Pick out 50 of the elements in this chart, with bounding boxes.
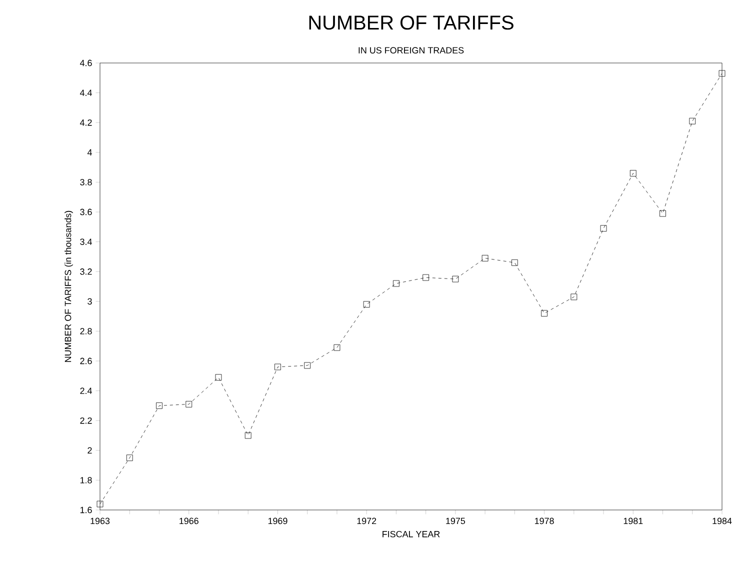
x-axis-title: FISCAL YEAR: [382, 530, 440, 538]
x-tick-label: 1978: [535, 518, 554, 524]
y-tick-label: 3.4: [80, 238, 92, 245]
point: [482, 254, 488, 262]
x-tick-label: 1966: [180, 518, 198, 524]
point: [689, 118, 696, 124]
point: [718, 70, 726, 77]
x-tick-label: 1969: [268, 518, 288, 524]
y-tick-label: 2.8: [80, 328, 92, 334]
point: [274, 364, 281, 370]
point: [541, 310, 548, 316]
y-tick-label: 4.4: [80, 90, 92, 96]
point: [511, 259, 518, 266]
point: [600, 225, 607, 232]
y-tick-label: 3: [88, 298, 92, 305]
y-tick-label: 2.6: [80, 358, 92, 364]
y-tick-label: 2: [88, 447, 92, 454]
chart-subtitle: IN US FOREIGN TRADES: [358, 47, 464, 54]
y-tick-label: 4: [87, 149, 92, 156]
y-tick-label: 1.6: [80, 506, 92, 514]
point: [126, 454, 133, 462]
chart-title: NUMBER OF TARIFFS: [309, 16, 514, 30]
point: [96, 500, 104, 508]
point: [186, 401, 192, 408]
y-tick-label: 3.2: [80, 268, 92, 275]
y-tick-label: 3.6: [80, 208, 92, 216]
point: [244, 432, 252, 439]
x-tick-label: 1972: [357, 518, 376, 524]
point: [570, 294, 578, 300]
y-tick-label: 3.8: [80, 179, 92, 186]
point: [363, 301, 370, 308]
y-tick-label: 2.4: [80, 388, 92, 394]
point: [660, 210, 666, 217]
point: [630, 170, 636, 176]
point: [422, 274, 430, 281]
point: [393, 280, 400, 287]
point: [304, 362, 311, 369]
y-tick-label: 4.6: [80, 60, 92, 66]
y-tick-label: 4.2: [80, 119, 92, 126]
point: [215, 374, 222, 381]
x-tick-label: 1981: [624, 518, 643, 524]
y-axis-title: NUMBER OF TARIFFS (in thousands): [64, 210, 73, 362]
x-tick-label: 1975: [446, 518, 466, 524]
y-tick-label: 2.2: [80, 417, 92, 424]
point: [452, 276, 459, 282]
point: [334, 344, 340, 351]
point: [156, 402, 162, 409]
y-tick-label: 1.8: [80, 477, 92, 484]
x-tick-label: 1963: [90, 518, 110, 524]
x-tick-label: 1984: [712, 518, 732, 524]
